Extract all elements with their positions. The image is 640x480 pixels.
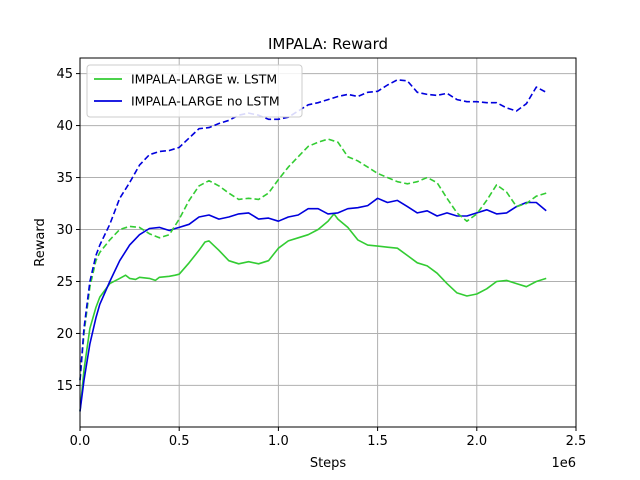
axis-ticks: 0.0 0.5 1.0 1.5 2.0 2.5 15 20 25 30 35 40 45: [56, 67, 586, 449]
series-lines: [79, 79, 547, 412]
chart-title: IMPALA: Reward: [268, 35, 388, 53]
y-tick-label: 15: [56, 379, 73, 394]
x-tick-label: 2.0: [466, 434, 487, 449]
x-tick-label: 0.0: [70, 434, 91, 449]
legend: IMPALA-LARGE w. LSTM IMPALA-LARGE no LSTM: [86, 64, 303, 118]
y-axis-label: Reward: [33, 218, 48, 266]
x-tick-label: 0.5: [169, 434, 190, 449]
series-line-3-dashed: [79, 138, 547, 381]
x-axis-offset-text: 1e6: [551, 456, 576, 471]
y-tick-label: 25: [56, 275, 73, 290]
y-tick-label: 35: [56, 171, 73, 186]
plot-frame: [79, 57, 577, 428]
legend-label: IMPALA-LARGE w. LSTM: [131, 72, 277, 87]
series-line-2: [79, 197, 547, 412]
series-line-4-dashed: [79, 79, 547, 381]
legend-label: IMPALA-LARGE no LSTM: [131, 94, 280, 109]
y-tick-label: 30: [56, 223, 73, 238]
series-line-1: [79, 213, 547, 412]
legend-box: [86, 64, 303, 118]
y-tick-label: 40: [56, 119, 73, 134]
x-tick-label: 2.5: [566, 434, 587, 449]
x-axis-label: Steps: [310, 456, 347, 471]
y-tick-label: 45: [56, 67, 73, 82]
y-tick-label: 20: [56, 327, 73, 342]
x-tick-label: 1.0: [268, 434, 289, 449]
x-tick-label: 1.5: [367, 434, 388, 449]
